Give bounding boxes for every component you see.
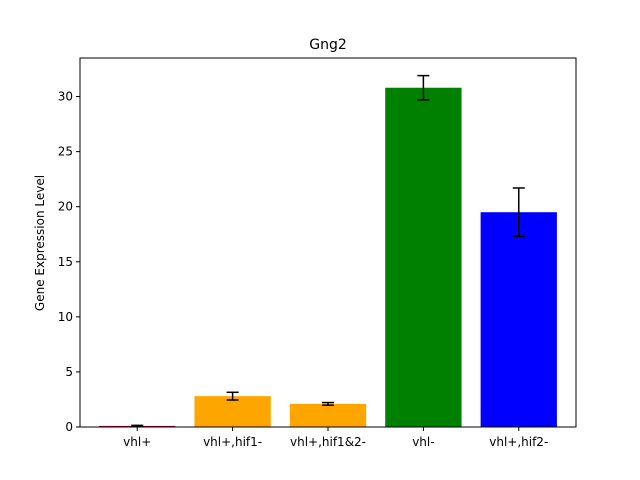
x-tick-label: vhl+,hif1&2- — [290, 435, 366, 449]
bar-1 — [194, 396, 271, 427]
plot-area: 0 5 10 15 20 25 30 vhl+ vhl+,hif1- vhl+,hif1&2- vh… — [58, 74, 557, 449]
y-tick-label: 0 — [65, 420, 73, 434]
bar-2 — [289, 403, 367, 427]
y-axis-label: Gene Expression Level — [33, 175, 47, 311]
y-tick-label: 25 — [58, 145, 73, 159]
bar-3 — [385, 87, 462, 427]
y-tick-label: 20 — [58, 200, 73, 214]
y-tick-label: 5 — [65, 365, 73, 379]
y-tick-label: 30 — [58, 90, 73, 104]
y-tick-label: 15 — [58, 255, 73, 269]
bar-4 — [480, 212, 557, 427]
plot-frame — [79, 57, 577, 428]
y-tick-label: 10 — [58, 310, 73, 324]
x-tick-label: vhl+ — [123, 435, 151, 449]
x-tick-label: vhl- — [412, 435, 434, 449]
x-tick-label: vhl+,hif2- — [489, 435, 548, 449]
chart-title: Gng2 — [309, 37, 347, 53]
x-tick-label: vhl+,hif1- — [203, 435, 262, 449]
